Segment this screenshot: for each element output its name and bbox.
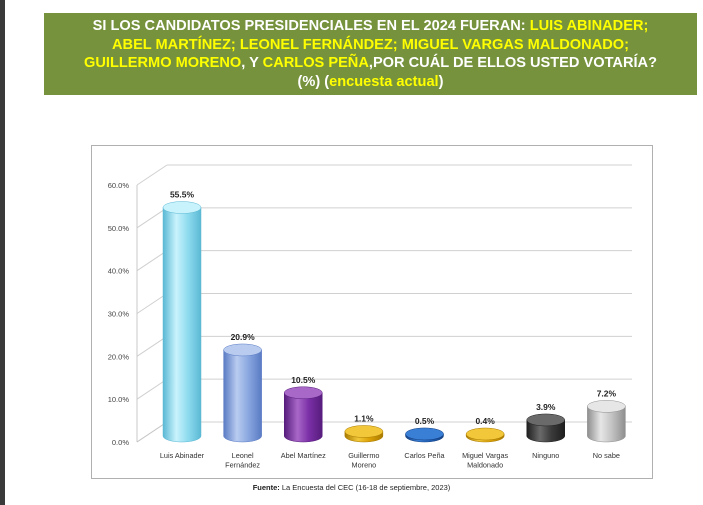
bar-cap [526,413,565,427]
y-tick-label: 10.0% [108,395,130,404]
window-edge [0,0,5,505]
title-text: (%) ( [297,73,330,90]
x-tick-label: Miguel Vargas [462,451,508,460]
bar-cap [587,400,626,413]
bar [162,207,202,443]
bar [587,406,626,443]
gridline-depth [136,207,168,229]
y-tick-label: 40.0% [108,267,130,276]
bar [526,419,565,443]
x-tick-label: Moreno [352,461,377,470]
gridline-depth [136,250,168,272]
floor-line [136,421,168,443]
data-label: 1.1% [354,413,374,423]
title-highlight: LUIS ABINADER; [529,18,649,34]
source-note: Fuente: La Encuesta del CEC (16-18 de se… [0,483,703,492]
title-line-1: SI LOS CANDIDATOS PRESIDENCIALES EN EL 2… [44,17,697,36]
data-label: 7.2% [597,388,617,398]
chart-frame: 0.0% 10.0% 20.0% 30.0% 40.0% 50.0% 60.0% 55.5% L… [91,145,653,479]
y-tick-label: 20.0% [108,352,130,361]
x-tick-label: Leonel [232,451,254,460]
source-label: Fuente: [252,483,280,492]
title-line-4: (%) (encuesta actual) [44,73,697,92]
gridline-depth [136,335,168,357]
bar-cap [465,427,505,441]
data-label: 10.5% [291,375,316,385]
x-tick-label: Fernández [225,461,260,470]
gridline-depth [136,378,168,400]
bar-chart: 0.0% 10.0% 20.0% 30.0% 40.0% 50.0% 60.0% 55.5% L… [108,164,632,470]
title-highlight: CARLOS PEÑA [262,55,369,72]
source-text: La Encuesta del CEC (16-18 de septiembre… [279,483,451,492]
title-text: SI LOS CANDIDATOS PRESIDENCIALES EN EL 2… [92,18,530,34]
x-tick-label: Abel Martínez [281,451,326,460]
title-text: ) [438,73,444,90]
data-label: 3.9% [536,402,556,412]
x-tick-label: Carlos Peña [404,451,445,460]
data-label: 20.9% [231,332,256,342]
data-label: 0.4% [475,416,495,426]
x-tick-label: Maldonado [467,461,503,470]
bar-cap [284,386,323,400]
y-tick-label: 60.0% [108,181,130,190]
title-text: ,POR CUÁL DE ELLOS USTED VOTARÍA? [368,55,657,72]
y-tick-label: 30.0% [108,310,130,319]
bar-cap [405,427,444,441]
bar [223,349,262,443]
bar-cap [162,201,202,214]
data-label: 0.5% [415,416,435,426]
x-tick-label: Guillermo [348,451,379,460]
x-tick-label: Luis Abinader [160,451,205,460]
gridline-depth [136,164,168,186]
data-label: 55.5% [170,190,195,200]
title-line-3: GUILLERMO MORENO, Y CARLOS PEÑA,POR CUÁL… [44,54,697,73]
chart-title-banner: SI LOS CANDIDATOS PRESIDENCIALES EN EL 2… [44,13,697,95]
gridline-depth [136,293,168,314]
bar-cap [344,425,384,438]
title-text: , Y [241,55,263,72]
bar-cap [223,343,262,357]
title-highlight: encuesta actual [329,73,439,90]
x-tick-label: No sabe [593,451,620,460]
title-line-2: ABEL MARTÍNEZ; LEONEL FERNÁNDEZ; MIGUEL … [112,36,629,53]
x-tick-label: Ninguno [532,451,559,460]
y-tick-label: 0.0% [112,438,129,447]
y-tick-label: 50.0% [108,224,130,233]
bar [284,392,323,443]
title-highlight: GUILLERMO MORENO [84,55,242,72]
